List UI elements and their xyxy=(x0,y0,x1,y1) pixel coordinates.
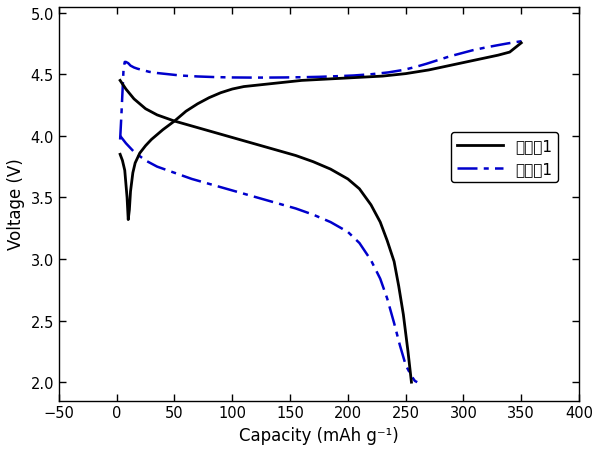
Legend: 对比例1, 实施例1: 对比例1, 实施例1 xyxy=(451,133,559,183)
Y-axis label: Voltage (V): Voltage (V) xyxy=(7,158,25,250)
X-axis label: Capacity (mAh g⁻¹): Capacity (mAh g⁻¹) xyxy=(239,426,399,444)
